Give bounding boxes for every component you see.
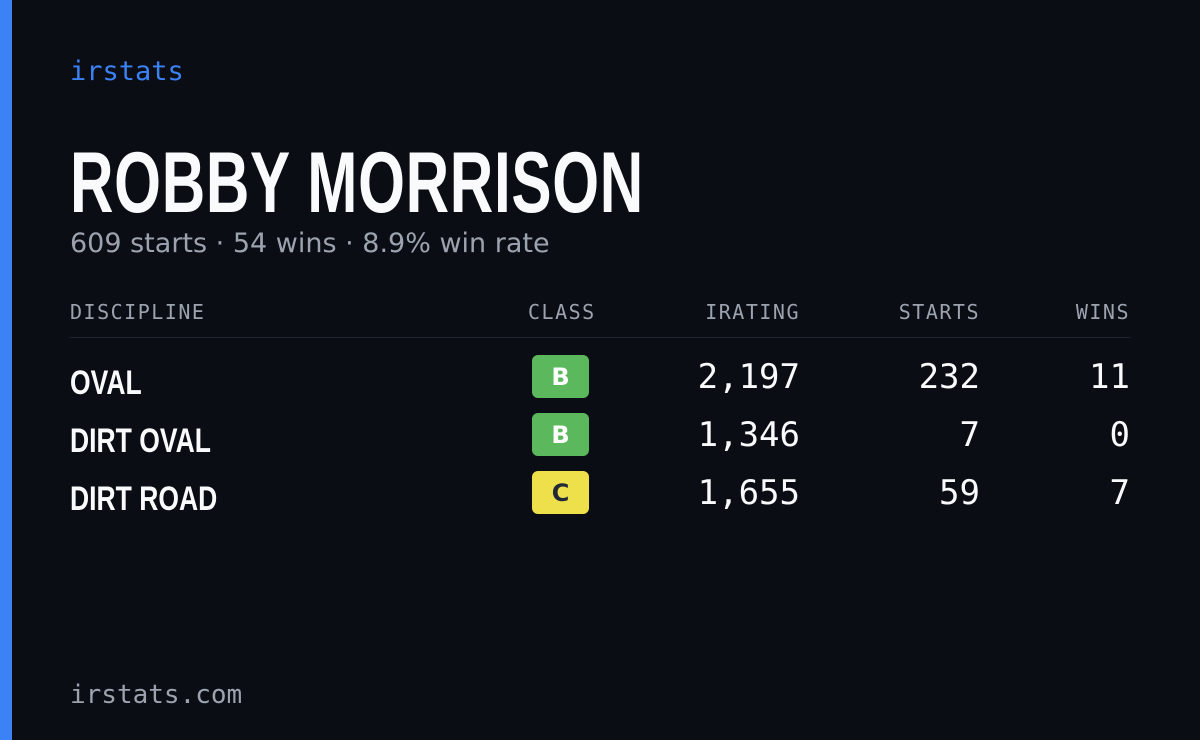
footer: irstats.com <box>70 680 243 710</box>
discipline: DIRT OVAL <box>70 422 211 460</box>
accent-bar <box>0 0 12 740</box>
discipline: OVAL <box>70 364 142 402</box>
header-rule <box>70 337 1130 338</box>
class-badge: C <box>532 471 589 514</box>
player-name: ROBBY MORRISON <box>70 135 644 231</box>
starts: 232 <box>918 357 980 397</box>
starts: 59 <box>939 473 980 513</box>
wins: 11 <box>1089 357 1130 397</box>
class-badge: B <box>532 355 589 398</box>
starts: 7 <box>959 415 980 455</box>
column-header: STARTS <box>898 300 980 324</box>
irating: 1,346 <box>697 415 800 455</box>
player-summary: 609 starts · 54 wins · 8.9% win rate <box>70 228 550 259</box>
wins: 0 <box>1109 415 1130 455</box>
irating: 1,655 <box>697 473 800 513</box>
class-badge: B <box>532 413 589 456</box>
column-header: DISCIPLINE <box>70 300 206 324</box>
column-header: WINS <box>1075 300 1130 324</box>
wins: 7 <box>1109 473 1130 513</box>
irating: 2,197 <box>697 357 800 397</box>
column-header: CLASS <box>528 300 596 324</box>
discipline: DIRT ROAD <box>70 480 218 518</box>
column-header: IRATING <box>705 300 800 324</box>
brand: irstats <box>70 56 184 87</box>
